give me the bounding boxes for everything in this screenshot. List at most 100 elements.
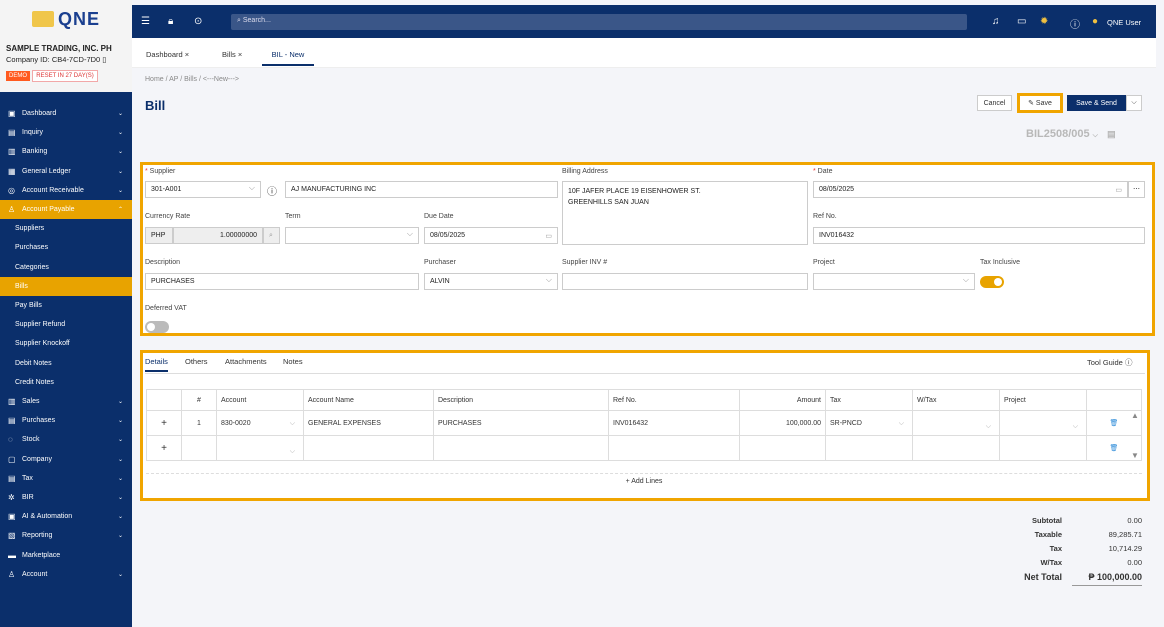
tool-guide-link[interactable]: Tool Guide ⓘ <box>1087 357 1132 368</box>
rate-field[interactable]: 1.00000000 <box>173 227 263 244</box>
mascot-icon[interactable]: ✹ <box>1040 16 1049 27</box>
tab-dashboard[interactable]: Dashboard × <box>146 50 189 59</box>
scroll-down-arrow[interactable]: ▼ <box>1131 451 1139 460</box>
sidebar-item-marketplace[interactable]: ▬ Marketplace <box>0 546 132 565</box>
scroll-up-arrow[interactable]: ▲ <box>1131 411 1139 420</box>
supplier-code-select[interactable]: 301-A001 <box>145 181 261 198</box>
user-icon: ♙ <box>8 569 16 579</box>
tab-others[interactable]: Others <box>185 357 208 366</box>
billing-address-field[interactable]: 10F JAFER PLACE 19 EISENHOWER ST. GREENHI… <box>562 181 808 245</box>
info-icon[interactable]: ⓘ <box>267 187 277 198</box>
sidebar-item-credit-notes[interactable]: Credit Notes <box>0 373 132 392</box>
bell-icon[interactable]: ♫ <box>992 16 1000 27</box>
sidebar-item-suppliers[interactable]: Suppliers <box>0 219 132 238</box>
cell-tax[interactable] <box>825 435 913 461</box>
search-input[interactable]: ⌕ Search... <box>231 14 967 30</box>
cell-amount[interactable]: 100,000.00 <box>739 410 826 436</box>
tab-details[interactable]: Details <box>145 357 168 372</box>
description-field[interactable]: PURCHASES <box>145 273 419 290</box>
sidebar-item-supplier-refund[interactable]: Supplier Refund <box>0 315 132 334</box>
save-button[interactable]: ✎ Save <box>1017 93 1063 113</box>
sidebar-item-categories[interactable]: Categories <box>0 258 132 277</box>
add-row-icon[interactable]: + <box>146 410 182 436</box>
sidebar-item-sales[interactable]: ▥ Sales ⌄ <box>0 392 132 411</box>
sidebar-item-inquiry[interactable]: ▤ Inquiry ⌄ <box>0 123 132 142</box>
project-select[interactable] <box>813 273 975 290</box>
close-icon[interactable]: × <box>184 50 190 59</box>
sidebar-item-ai-automation[interactable]: ▣ AI & Automation ⌄ <box>0 507 132 526</box>
sidebar-item-purchases[interactable]: Purchases <box>0 238 132 257</box>
cell--[interactable] <box>181 435 217 461</box>
chevron-down-icon[interactable]: ⌵ <box>1092 132 1098 139</box>
calendar-icon[interactable]: ▭ <box>1115 187 1122 194</box>
sidebar-item-account[interactable]: ♙ Account ⌄ <box>0 565 132 584</box>
sidebar-item-pay-bills[interactable]: Pay Bills <box>0 296 132 315</box>
tab-notes[interactable]: Notes <box>283 357 303 366</box>
play-icon[interactable]: ⊙ <box>194 16 203 27</box>
col-amount: Amount <box>739 389 826 411</box>
billing-address-label: Billing Address <box>562 168 608 175</box>
cell--[interactable]: 1 <box>181 410 217 436</box>
store-icon[interactable]: ▭ <box>1017 16 1027 27</box>
cancel-button[interactable]: Cancel <box>977 95 1012 111</box>
more-options-button[interactable]: ⋯ <box>1128 181 1145 198</box>
user-name[interactable]: QNE User <box>1107 18 1142 27</box>
add-row-icon[interactable]: + <box>146 435 182 461</box>
sidebar-item-account-payable[interactable]: ♙ Account Payable ⌃ <box>0 200 132 219</box>
tab-bills[interactable]: Bills × <box>222 50 242 59</box>
sidebar-item-supplier-knockoff[interactable]: Supplier Knockoff <box>0 334 132 353</box>
add-lines-button[interactable]: + Add Lines <box>146 473 1142 490</box>
help-icon[interactable]: ⓘ <box>1070 20 1080 31</box>
sidebar-item-bir[interactable]: ✲ BIR ⌄ <box>0 488 132 507</box>
sidebar-item-reporting[interactable]: ▧ Reporting ⌄ <box>0 526 132 545</box>
cell-project[interactable] <box>999 435 1087 461</box>
close-icon[interactable]: × <box>237 50 243 59</box>
supplier-name-field[interactable]: AJ MANUFACTURING INC <box>285 181 558 198</box>
search-icon[interactable]: ⌕ <box>263 227 280 244</box>
due-date-field[interactable]: 08/05/2025 ▭ <box>424 227 558 244</box>
supplier-inv-field[interactable] <box>562 273 808 290</box>
lock-icon[interactable]: 🔒︎ <box>168 16 174 27</box>
tab-bil-new[interactable]: BIL - New <box>262 50 314 66</box>
cell-account[interactable]: ⌵ <box>216 435 304 461</box>
tab-attachments[interactable]: Attachments <box>225 357 267 366</box>
sidebar-item-debit-notes[interactable]: Debit Notes <box>0 354 132 373</box>
document-number[interactable]: BIL2508/005 ⌵ ▤ <box>1026 128 1116 140</box>
sidebar-item-bills[interactable]: Bills <box>0 276 132 296</box>
deferred-vat-toggle[interactable] <box>145 321 169 333</box>
ref-no-field[interactable]: INV016432 <box>813 227 1145 244</box>
cell-ref-no-[interactable] <box>608 435 740 461</box>
purchaser-select[interactable]: ALVIN <box>424 273 558 290</box>
menu-toggle-icon[interactable]: ☰ <box>141 16 150 27</box>
copy-icon[interactable]: ▯ <box>102 55 107 64</box>
sidebar-item-company[interactable]: ▢ Company ⌄ <box>0 450 132 469</box>
date-field[interactable]: 08/05/2025 ▭ <box>813 181 1128 198</box>
term-select[interactable] <box>285 227 419 244</box>
save-options-dropdown[interactable]: ⌵ <box>1126 95 1142 111</box>
cell-account-name[interactable]: GENERAL EXPENSES <box>303 410 434 436</box>
user-avatar[interactable]: ● <box>1092 16 1099 27</box>
cell-ref-no-[interactable]: INV016432 <box>608 410 740 436</box>
tax-inclusive-toggle[interactable] <box>980 276 1004 288</box>
sidebar-item-tax[interactable]: ▤ Tax ⌄ <box>0 469 132 488</box>
qne-logo[interactable]: QNE <box>0 0 132 38</box>
cell-tax[interactable]: SR-PNCD ⌵ <box>825 410 913 436</box>
cell-account-name[interactable] <box>303 435 434 461</box>
sidebar-item-banking[interactable]: ▥ Banking ⌄ <box>0 142 132 161</box>
cell-w-tax[interactable]: ⌵ <box>912 410 1000 436</box>
cell-project[interactable]: ⌵ <box>999 410 1087 436</box>
sidebar-item-dashboard[interactable]: ▣ Dashboard ⌄ <box>0 104 132 123</box>
cell-description[interactable] <box>433 435 609 461</box>
cell-description[interactable]: PURCHASES <box>433 410 609 436</box>
calendar-icon[interactable]: ▭ <box>545 233 552 240</box>
sidebar-item-general-ledger[interactable]: ▦ General Ledger ⌄ <box>0 162 132 181</box>
sidebar-item-purchases[interactable]: ▤ Purchases ⌄ <box>0 411 132 430</box>
cell-w-tax[interactable] <box>912 435 1000 461</box>
sidebar-item-account-receivable[interactable]: ◎ Account Receivable ⌄ <box>0 181 132 200</box>
document-search-icon[interactable]: ▤ <box>1107 129 1116 139</box>
cell-amount[interactable] <box>739 435 826 461</box>
cell-account[interactable]: 830-0020 ⌵ <box>216 410 304 436</box>
delete-row-icon[interactable]: 🗑︎ <box>1086 435 1142 461</box>
sidebar-item-stock[interactable]: ◌ Stock ⌄ <box>0 430 132 449</box>
save-send-button[interactable]: Save & Send <box>1067 95 1126 111</box>
